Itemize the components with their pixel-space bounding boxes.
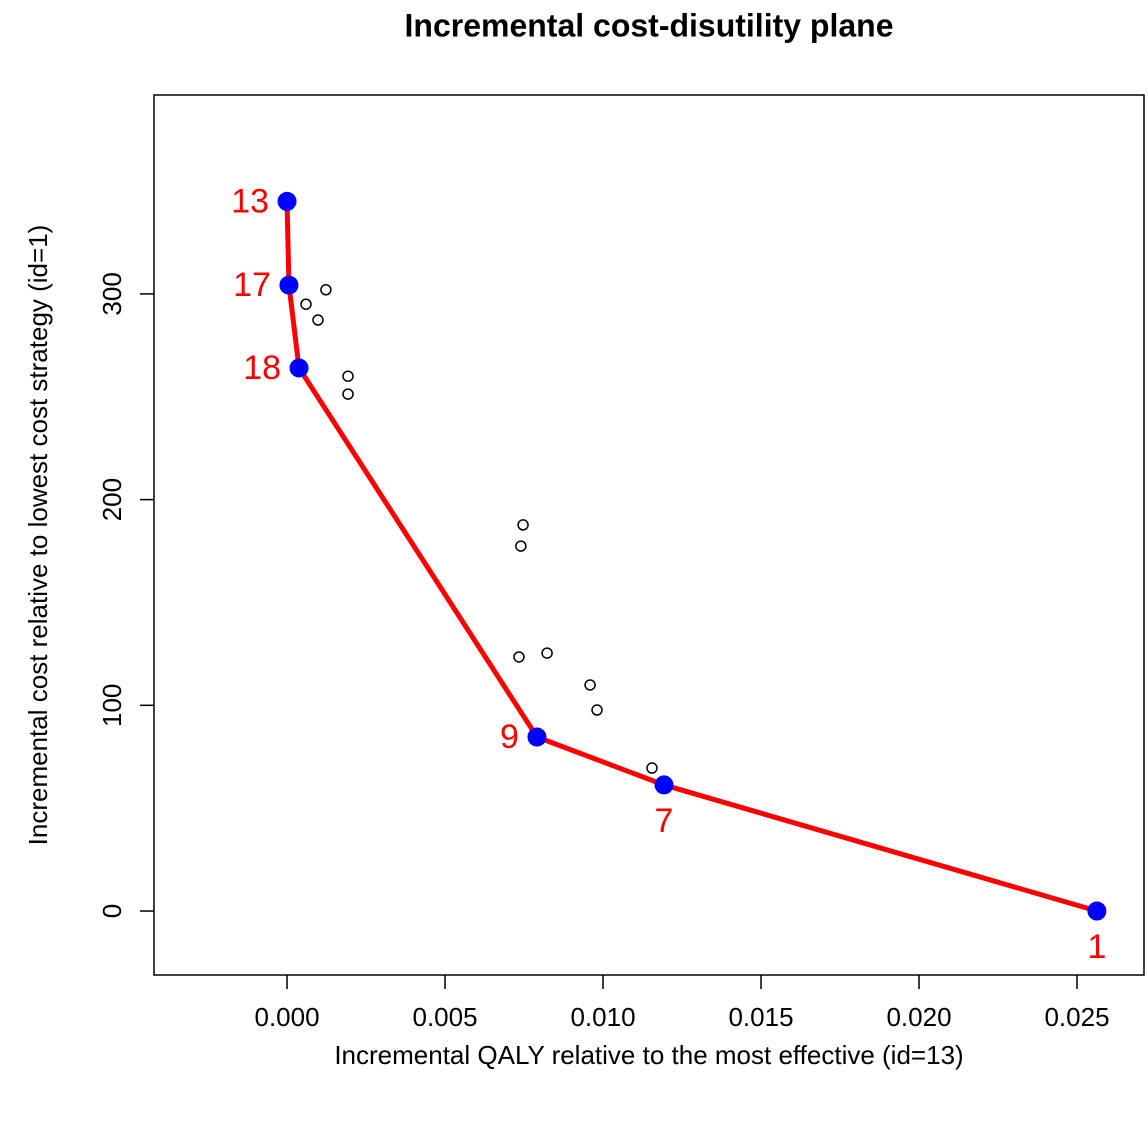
frontier-point	[1087, 901, 1107, 921]
x-tick-label: 0.020	[886, 1002, 951, 1032]
plot-frame	[153, 94, 1145, 976]
frontier-point	[289, 358, 309, 378]
dominated-point	[342, 370, 354, 382]
frontier-point	[527, 727, 547, 747]
point-label: 13	[231, 182, 269, 220]
dominated-point	[541, 647, 553, 659]
x-tick-label: 0.025	[1044, 1002, 1109, 1032]
dominated-point	[584, 679, 596, 691]
point-label: 18	[243, 349, 281, 387]
y-tick-label: 100	[97, 684, 127, 727]
point-label: 1	[1087, 928, 1106, 966]
frontier-line	[284, 201, 1098, 914]
y-tick-label: 0	[97, 904, 127, 918]
y-axis-label: Incremental cost relative to lowest cost…	[23, 225, 53, 846]
dominated-point	[591, 704, 603, 716]
x-tick-label: 0.000	[254, 1002, 319, 1032]
point-label: 17	[233, 266, 271, 304]
frontier-point	[654, 775, 674, 795]
dominated-point	[342, 388, 354, 400]
x-tick-label: 0.015	[728, 1002, 793, 1032]
x-tick-label: 0.010	[570, 1002, 635, 1032]
dominated-point	[513, 651, 525, 663]
x-axis-label: Incremental QALY relative to the most ef…	[334, 1040, 963, 1070]
dominated-point	[320, 284, 332, 296]
frontier-point	[277, 191, 297, 211]
dominated-point	[300, 298, 312, 310]
chart-title: Incremental cost-disutility plane	[405, 7, 894, 43]
dominated-point	[646, 762, 658, 774]
frontier-point	[279, 275, 299, 295]
x-tick-label: 0.005	[412, 1002, 477, 1032]
point-label: 9	[500, 718, 519, 756]
dominated-point	[517, 519, 529, 531]
y-tick-label: 300	[97, 272, 127, 315]
dominated-point	[515, 540, 527, 552]
point-label: 7	[655, 802, 674, 840]
dominated-point	[312, 314, 324, 326]
y-tick-label: 200	[97, 478, 127, 521]
